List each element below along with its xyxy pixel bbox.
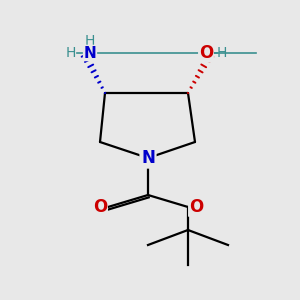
Text: N: N xyxy=(84,46,96,61)
Text: H: H xyxy=(66,46,76,60)
Text: N: N xyxy=(141,149,155,167)
Text: O: O xyxy=(199,44,213,62)
Text: O: O xyxy=(93,198,107,216)
Text: H: H xyxy=(217,46,227,60)
Text: O: O xyxy=(189,198,203,216)
Text: H: H xyxy=(85,34,95,48)
